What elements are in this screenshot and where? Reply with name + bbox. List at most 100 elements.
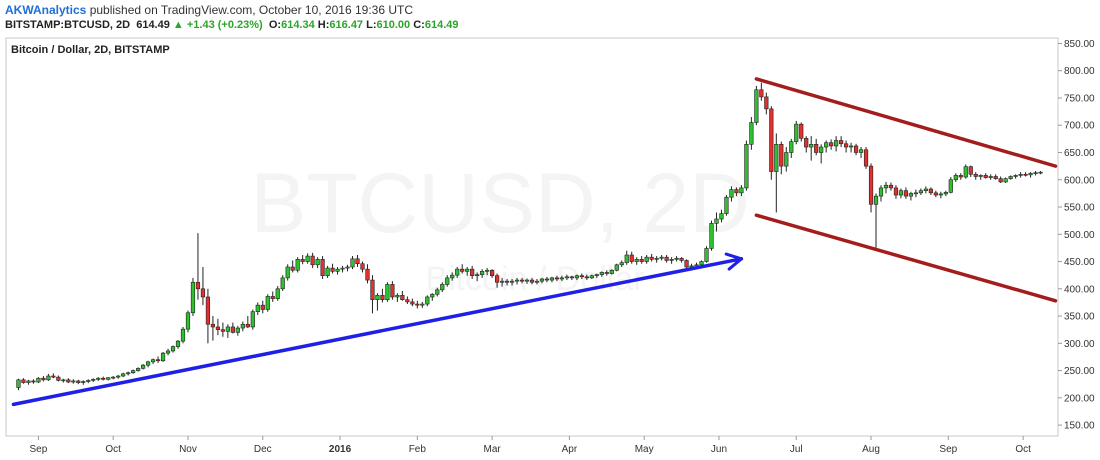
open-label: O: [268,19,282,31]
y-tick-label: 650.00 [1064,148,1095,159]
candle [664,254,669,263]
x-tick-label: Jun [711,444,727,455]
candle [440,282,445,293]
candle [420,301,425,308]
candle [908,191,914,201]
candle [220,322,225,337]
candle [375,293,380,311]
candle [863,147,869,169]
candle [709,220,714,251]
x-tick-label: Jul [790,444,803,455]
candle [450,272,455,281]
candle [764,92,769,115]
candle [370,275,375,314]
y-tick-label: 750.00 [1064,93,1095,104]
time-axis[interactable]: Sep Oct Nov Dec 2016 Feb Mar Apr May Jun Jul Aug Sep… [30,436,1032,455]
candle [963,164,968,179]
candle [310,252,315,269]
candle [61,378,66,383]
candle [455,266,460,278]
x-tick-label: Aug [862,444,880,455]
candle [490,269,495,278]
y-tick-label: 550.00 [1064,203,1095,214]
candle [888,182,894,191]
y-tick-label: 350.00 [1064,312,1095,323]
candle [514,277,520,285]
low-value: 610.00 [376,19,411,31]
candle [549,276,555,283]
publish-line: AKWAnalytics published on TradingView.co… [5,3,413,17]
published-text: published on TradingView.com, October 10… [86,3,414,17]
candle [300,254,305,265]
candle [111,376,116,380]
candle [853,143,859,156]
candle [834,136,839,152]
candle [799,122,804,142]
candle [684,259,689,269]
trendline-channel-bottom[interactable] [754,213,1058,303]
candle [295,257,300,273]
candle [1008,175,1013,180]
candle [928,187,933,196]
candle [824,140,829,153]
candle [739,185,744,197]
x-tick-label: Dec [254,444,272,455]
candle [579,273,584,279]
close-label: C: [413,19,425,31]
candle [121,372,126,378]
trendline-uptrend[interactable] [11,252,744,407]
candle [395,293,400,302]
x-tick-label: Feb [409,444,427,455]
candle [325,265,330,278]
candle [235,325,240,336]
candle [230,322,235,334]
candle [210,316,216,341]
candle [839,136,844,148]
candle [465,266,470,276]
candle [1038,171,1043,175]
candle [844,140,849,153]
candle [315,257,320,269]
candle [903,187,909,199]
candle [779,141,784,175]
candle [574,274,579,281]
candle [998,176,1003,184]
candle [564,274,570,281]
candle [953,173,958,182]
candle [784,147,789,172]
candle [1028,172,1033,178]
x-tick-label: Oct [105,444,121,455]
candle [1003,177,1008,184]
price-axis[interactable]: 150.00 200.00 250.00 300.00 350.00 400.00 450.… [1058,39,1095,432]
y-tick-label: 600.00 [1064,175,1095,186]
y-tick-label: 850.00 [1064,39,1095,50]
trendline-channel-top[interactable] [754,77,1058,168]
candle [819,144,824,164]
price-change: +1.43 (+0.23%) [186,19,263,31]
candle [1013,174,1018,179]
candle [355,254,360,267]
candle [270,291,275,302]
candle [1018,172,1023,178]
candle [260,300,265,314]
candle [679,257,684,263]
candle [829,139,834,150]
candle [81,380,86,385]
candle [973,172,978,180]
candle [145,360,151,368]
author-link[interactable]: AKWAnalytics [5,3,87,17]
candle [759,82,764,101]
candle [31,379,36,384]
candle [744,140,749,191]
candle [933,190,938,198]
candle [215,318,220,336]
candle [938,191,943,199]
candle [893,185,899,199]
candle [669,257,674,264]
candle [26,379,31,385]
candle [345,264,350,272]
candle [544,276,550,283]
candle [180,326,186,344]
y-tick-label: 400.00 [1064,284,1095,295]
